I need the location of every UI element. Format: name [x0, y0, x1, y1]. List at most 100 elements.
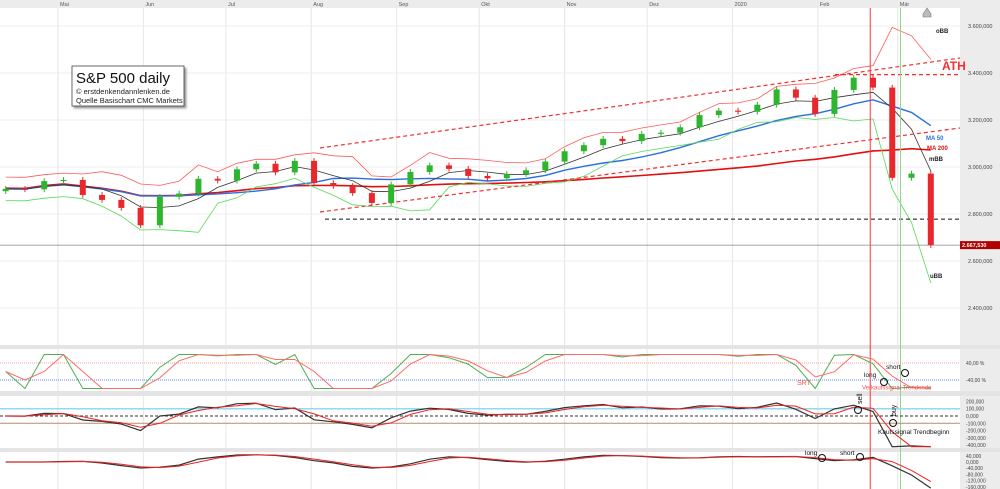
obb-line [5, 26, 932, 186]
panel-divider [0, 391, 1000, 396]
candle-body [735, 110, 742, 112]
annotation-label: SRT [797, 380, 812, 387]
mbb-label: mBB [929, 157, 944, 163]
price-tick-label: 3.200,000 [968, 118, 992, 124]
lower-trendline [319, 127, 961, 213]
indicator-tick-label: 0,000 [966, 414, 979, 420]
source-text: Quelle Basischart CMC Markets [76, 96, 183, 105]
ubb-label: uBB [930, 274, 943, 280]
candle-body [426, 165, 433, 172]
candle-body [311, 160, 318, 183]
candle-body [889, 87, 896, 178]
signal-circle [889, 419, 897, 427]
candle-body [41, 181, 48, 190]
candle-body [60, 179, 67, 182]
time-axis [0, 0, 1000, 8]
candle-body [715, 110, 722, 116]
candle-body [368, 193, 375, 203]
annotation-label: long [864, 372, 877, 379]
candle-body [792, 89, 799, 98]
ma50-label: MA 50 [926, 136, 944, 142]
momentum-signal-line [5, 402, 931, 448]
buy-signal-label: Kaufssignal Trendbeginn [878, 429, 950, 436]
signal-circle [901, 369, 909, 377]
candle-body [176, 193, 183, 197]
month-label: Mai [60, 2, 69, 8]
candle-body [869, 77, 876, 88]
month-label: Dez [649, 2, 659, 8]
candle-body [484, 175, 491, 179]
copyright-text: © erstdenkendannlenken.de [76, 87, 170, 96]
candle-body [465, 168, 472, 176]
annotation-label: short [840, 450, 855, 457]
month-label: Jul [228, 2, 235, 8]
candle-body [850, 77, 857, 90]
candle-body [233, 169, 240, 181]
month-label: Mär [900, 2, 910, 8]
ath-label: ATH [942, 59, 966, 73]
indicator-tick-label: -400,000 [966, 443, 986, 449]
candle-body [291, 160, 298, 173]
current-price-label: 2.667,530 [962, 243, 986, 249]
candle-body [523, 170, 530, 175]
scroll-marker-icon[interactable] [922, 7, 932, 18]
annotation-label: short [886, 364, 901, 371]
candle-body [407, 171, 414, 185]
annotation-label: buy [891, 404, 898, 416]
upper-trendline [319, 57, 961, 149]
price-tick-label: 3.400,000 [968, 71, 992, 77]
indicator-tick-label: -300,000 [966, 436, 986, 442]
candle-body [445, 165, 452, 169]
indicator-tick-label: -100,000 [966, 421, 986, 427]
candle-body [696, 115, 703, 128]
indicator-tick-label: 100,000 [966, 407, 984, 413]
price-tick-label: 3.600,000 [968, 24, 992, 30]
indicator-tick-label: 200,000 [966, 399, 984, 405]
indicator-tick-label: 40,00 % [966, 361, 985, 367]
candle-body [349, 186, 356, 194]
candle-body [195, 178, 202, 194]
title-box: S&P 500 daily © erstdenkendannlenken.de … [71, 65, 185, 107]
candle-body [927, 173, 934, 246]
month-label: Aug [313, 2, 323, 8]
indicator-tick-label: -200,000 [966, 429, 986, 435]
candle-body [754, 104, 761, 112]
momentum-line [5, 402, 931, 448]
candle-body [79, 179, 86, 195]
indicator-tick-label: -120,000 [966, 479, 986, 485]
candle-body [677, 127, 684, 133]
obb-label: oBB [936, 29, 949, 35]
candle-body [137, 207, 144, 226]
annotation-label: sell [857, 393, 864, 404]
annotation-label: long [805, 450, 818, 457]
current-price-tag [960, 241, 1000, 250]
candle-body [330, 182, 337, 187]
signal-circle [856, 453, 864, 461]
price-tick-label: 2.800,000 [968, 212, 992, 218]
signal-circle [854, 406, 862, 414]
stoch-d-line [5, 353, 931, 389]
candle-body [580, 145, 587, 152]
indicator-tick-label: -40,00 % [966, 378, 987, 384]
candle-body [156, 196, 163, 226]
chart-title: S&P 500 daily [76, 70, 170, 87]
candle-body [619, 138, 626, 142]
candle-body [214, 178, 221, 181]
panel-divider [0, 345, 1000, 349]
ma200-label: MA 200 [927, 146, 948, 152]
month-label: 2020 [735, 2, 747, 8]
candle-body [561, 151, 568, 162]
ubb-line [5, 117, 932, 284]
candle-body [638, 133, 645, 142]
candle-body [831, 89, 838, 114]
candle-body [118, 199, 125, 208]
candle-body [908, 173, 915, 178]
sell-signal-label: Verkaufssignal Trendende [862, 386, 932, 392]
month-label: Nov [567, 2, 577, 8]
candle-body [542, 161, 549, 171]
candle-body [2, 188, 9, 192]
indicator-tick-label: -40,000 [966, 466, 983, 472]
indicator-tick-label: -80,000 [966, 472, 983, 478]
macd-signal-line [5, 454, 932, 483]
